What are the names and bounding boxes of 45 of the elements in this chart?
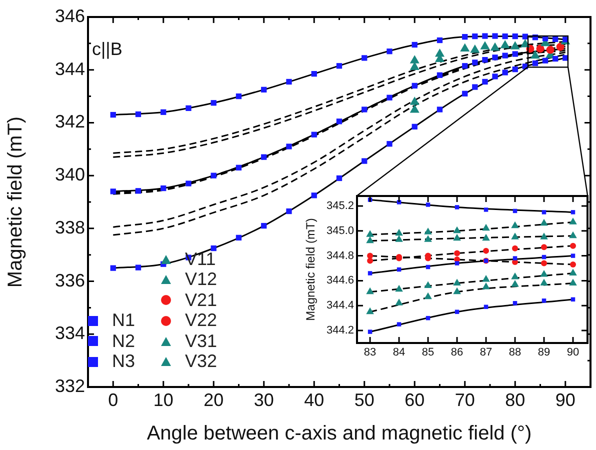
legend-label: V11: [185, 248, 216, 270]
y-tick-label: 344.2: [326, 324, 354, 337]
legend-label: V32: [185, 351, 218, 372]
x-tick-label: 10: [153, 390, 174, 410]
y-axis-title: Magnetic field (mT): [304, 218, 318, 321]
x-tick-label: 30: [254, 390, 274, 410]
y-tick-label: 344.8: [326, 250, 354, 262]
legend-label: V22: [185, 310, 218, 332]
x-tick-label: 80: [505, 390, 526, 410]
x-tick-label: 50: [354, 390, 374, 410]
x-tick-label: 90: [566, 346, 580, 359]
x-axis-title: Angle between c-axis and magnetic field (°): [146, 422, 532, 445]
y-tick-label: 332: [54, 376, 85, 396]
x-tick-label: 60: [404, 390, 425, 410]
y-tick-label: 334: [54, 323, 85, 344]
x-tick-label: 83: [364, 346, 376, 359]
y-tick-label: 344: [54, 58, 85, 79]
y-tick-label: 342: [54, 112, 85, 132]
annotation: c||B: [92, 38, 122, 59]
x-tick-label: 0: [108, 390, 118, 410]
y-tick-label: 340: [54, 164, 85, 185]
x-tick-label: 86: [450, 346, 464, 359]
x-tick-label: 20: [204, 390, 224, 410]
y-tick-label: 344.6: [326, 274, 354, 287]
x-tick-label: 84: [392, 346, 406, 359]
x-tick-label: 70: [454, 390, 475, 410]
y-tick-label: 346: [54, 6, 85, 26]
x-tick-label: 90: [555, 390, 576, 410]
legend-label: N1: [112, 310, 136, 332]
y-tick-label: 336: [54, 270, 85, 290]
legend-label: N3: [112, 351, 136, 372]
y-tick-label: 345.0: [326, 224, 354, 237]
y-tick-label: 345.2: [326, 200, 354, 212]
legend-label: V31: [185, 330, 218, 352]
x-tick-label: 87: [480, 346, 492, 359]
x-tick-label: 89: [538, 346, 550, 359]
legend-label: V12: [185, 269, 218, 290]
legend-label: N2: [112, 330, 136, 352]
legend-label: V21: [185, 290, 218, 311]
y-tick-label: 338: [54, 217, 85, 238]
y-axis-title: Magnetic field (mT): [4, 116, 27, 288]
x-tick-label: 40: [304, 390, 324, 410]
y-tick-label: 344.4: [326, 300, 354, 312]
x-tick-label: 85: [422, 346, 434, 359]
x-tick-label: 88: [508, 346, 522, 359]
